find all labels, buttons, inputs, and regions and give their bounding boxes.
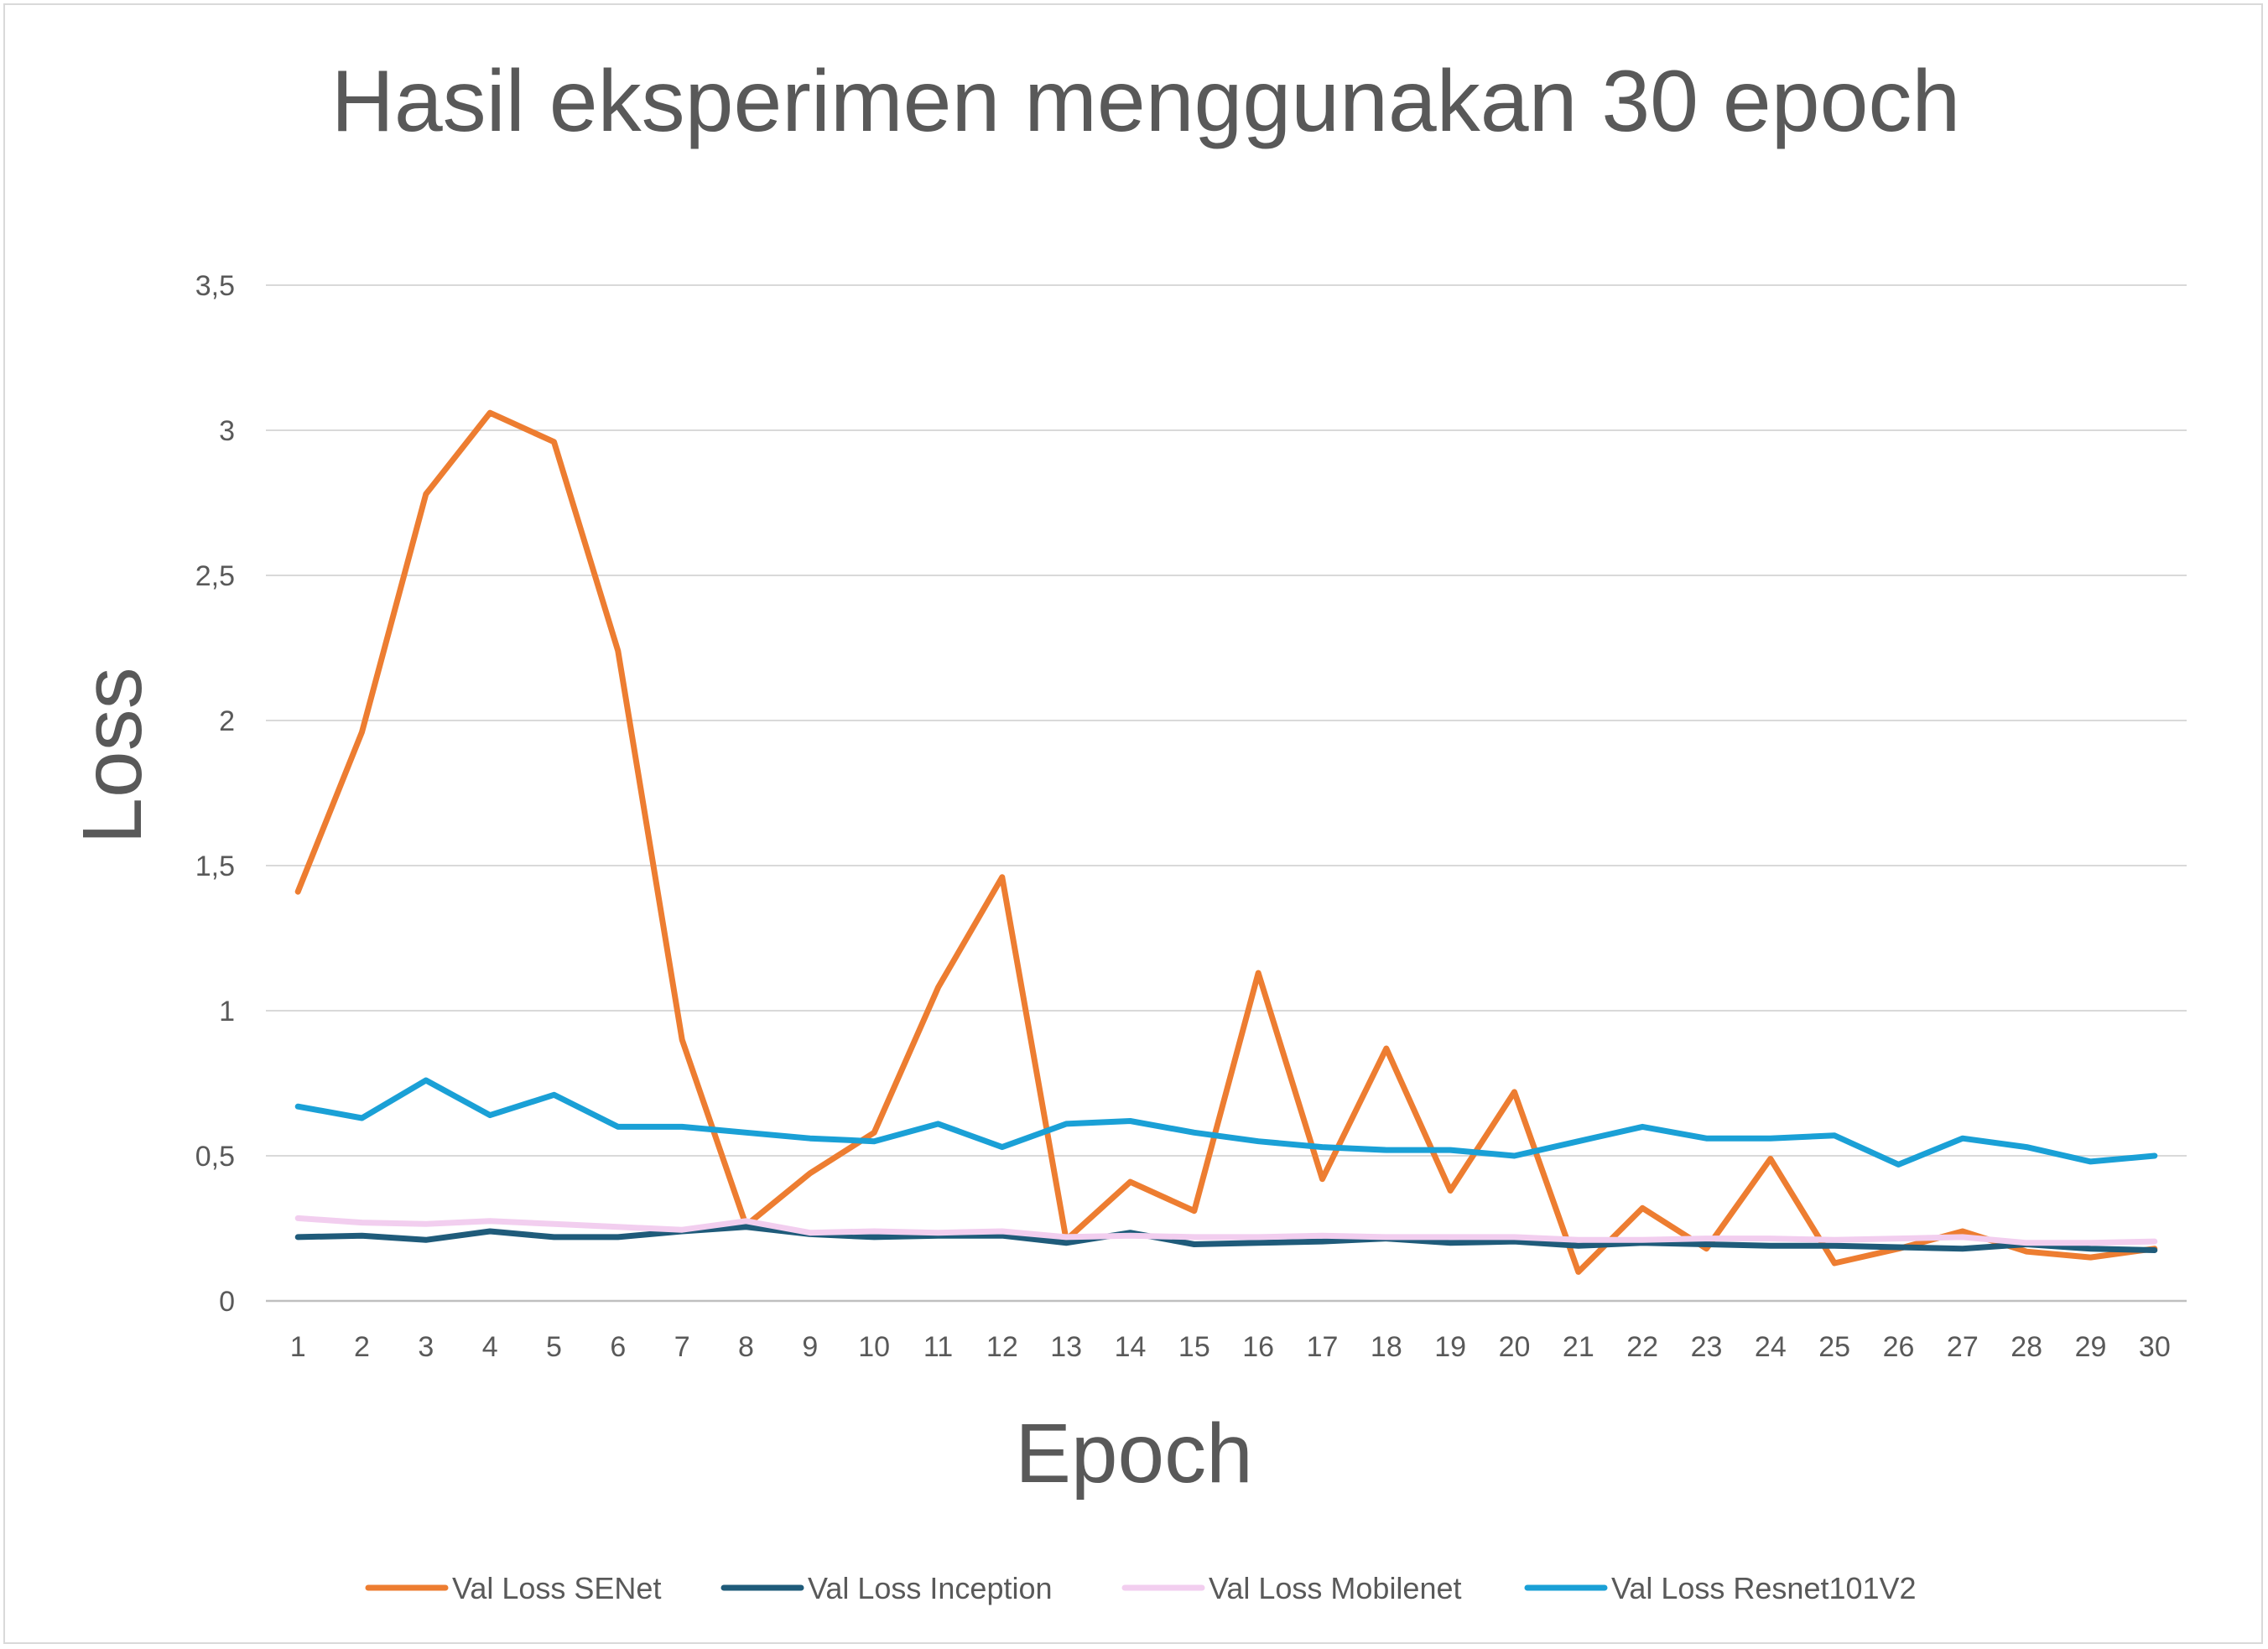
y-axis-ticks: 0 0,5 1 1,5 2 2,5 3 3,5 bbox=[195, 270, 235, 1318]
legend-label: Val Loss Inception bbox=[808, 1571, 1053, 1605]
x-tick-label: 4 bbox=[482, 1331, 498, 1363]
series-line-val-loss-senet bbox=[294, 409, 2158, 1275]
series-line-val-loss-mobilenet bbox=[294, 1215, 2158, 1246]
y-tick-label: 1 bbox=[219, 996, 235, 1027]
y-tick-label: 0,5 bbox=[195, 1141, 235, 1173]
y-tick-label: 1,5 bbox=[195, 851, 235, 882]
series-line-val-loss-resnet101v2 bbox=[294, 1077, 2158, 1168]
x-tick-label: 22 bbox=[1626, 1331, 1658, 1363]
x-tick-label: 21 bbox=[1563, 1331, 1594, 1363]
x-tick-label: 16 bbox=[1242, 1331, 1274, 1363]
x-tick-label: 18 bbox=[1371, 1331, 1402, 1363]
y-tick-label: 2 bbox=[219, 705, 235, 737]
x-tick-label: 7 bbox=[674, 1331, 690, 1363]
x-tick-label: 3 bbox=[418, 1331, 434, 1363]
x-tick-label: 24 bbox=[1755, 1331, 1787, 1363]
x-tick-label: 8 bbox=[738, 1331, 754, 1363]
x-tick-label: 23 bbox=[1691, 1331, 1723, 1363]
x-tick-label: 27 bbox=[1947, 1331, 1979, 1363]
series-lines bbox=[294, 409, 2158, 1275]
x-tick-label: 6 bbox=[610, 1331, 626, 1363]
x-tick-label: 10 bbox=[858, 1331, 890, 1363]
x-tick-label: 15 bbox=[1178, 1331, 1210, 1363]
gridlines bbox=[266, 284, 2187, 1303]
x-axis-title: Epoch bbox=[1015, 1407, 1253, 1501]
y-tick-label: 3,5 bbox=[195, 270, 235, 302]
line-chart: Hasil eksperimen menggunakan 30 epoch 00… bbox=[65, 53, 2187, 1605]
x-tick-label: 2 bbox=[354, 1331, 370, 1363]
x-tick-label: 29 bbox=[2075, 1331, 2107, 1363]
legend-label: Val Loss SENet bbox=[452, 1571, 661, 1605]
series-line-val-loss-inception bbox=[294, 1224, 2158, 1253]
x-tick-label: 11 bbox=[923, 1331, 953, 1363]
legend-label: Val Loss Resnet101V2 bbox=[1611, 1571, 1917, 1605]
x-tick-label: 25 bbox=[1818, 1331, 1850, 1363]
legend-label: Val Loss Mobilenet bbox=[1209, 1571, 1462, 1605]
y-tick-label: 3 bbox=[219, 415, 235, 447]
legend-item-val-loss-mobilenet: Val Loss Mobilenet bbox=[1121, 1571, 1462, 1605]
legend: Val Loss SENet Val Loss Inception Val Loss… bbox=[365, 1571, 1917, 1605]
x-tick-label: 20 bbox=[1499, 1331, 1531, 1363]
y-axis-title: Loss bbox=[65, 667, 159, 844]
x-tick-label: 5 bbox=[546, 1331, 562, 1363]
x-tick-label: 30 bbox=[2139, 1331, 2171, 1363]
x-tick-label: 26 bbox=[1883, 1331, 1915, 1363]
y-tick-label: 2,5 bbox=[195, 560, 235, 592]
x-axis-ticks: 1 2 3 4 5 6 7 8 9 10 11 12 13 14 15 16 17 18 19 20 21 22 23 24 2… bbox=[290, 1331, 2171, 1363]
x-tick-label: 1 bbox=[290, 1331, 306, 1363]
x-tick-label: 13 bbox=[1050, 1331, 1082, 1363]
x-tick-label: 28 bbox=[2011, 1331, 2042, 1363]
x-tick-label: 14 bbox=[1115, 1331, 1147, 1363]
legend-item-val-loss-resnet101v2: Val Loss Resnet101V2 bbox=[1524, 1571, 1917, 1605]
x-tick-label: 12 bbox=[986, 1331, 1018, 1363]
x-tick-label: 19 bbox=[1434, 1331, 1466, 1363]
y-tick-label: 0 bbox=[219, 1286, 235, 1318]
x-tick-label: 17 bbox=[1307, 1331, 1339, 1363]
x-tick-label: 9 bbox=[802, 1331, 818, 1363]
legend-item-val-loss-senet: Val Loss SENet bbox=[365, 1571, 661, 1605]
legend-item-val-loss-inception: Val Loss Inception bbox=[720, 1571, 1053, 1605]
chart-title: Hasil eksperimen menggunakan 30 epoch bbox=[331, 53, 1961, 150]
